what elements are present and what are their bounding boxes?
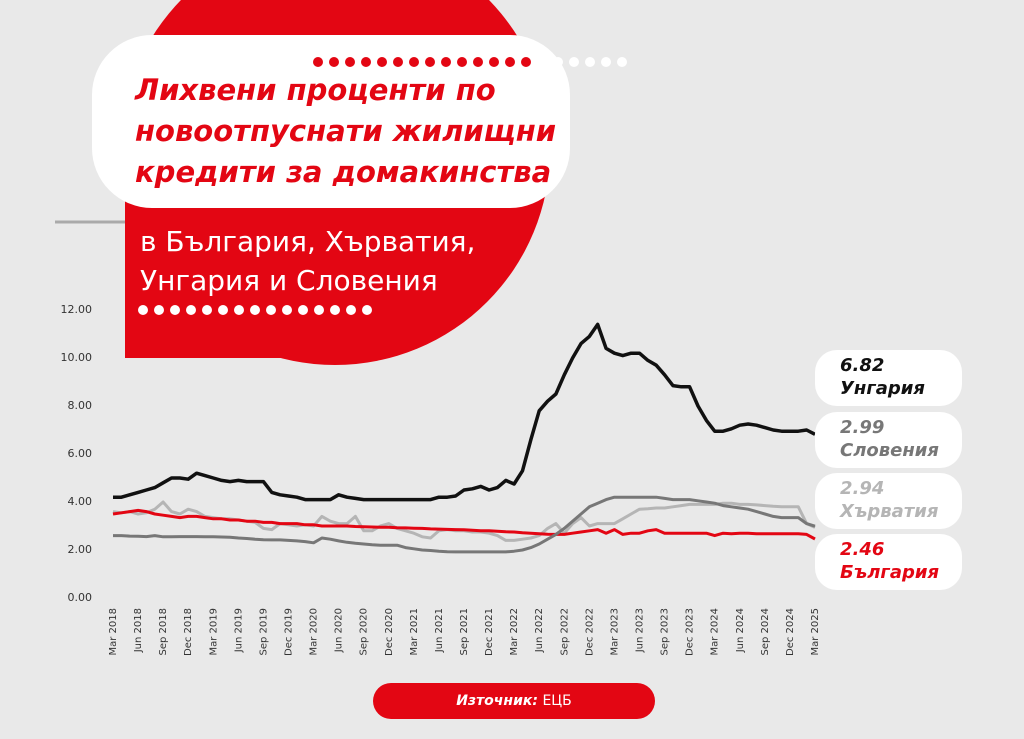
- source: Източник: ЕЦБ: [456, 693, 572, 709]
- dot: [569, 57, 579, 67]
- chart-title: кредити за домакинства: [135, 155, 551, 189]
- dot: [553, 57, 563, 67]
- legend-card: [815, 350, 962, 406]
- subtitle: Унгария и Словения: [140, 264, 438, 297]
- legend-name: България: [840, 562, 939, 583]
- chart-title: новоотпуснати жилищни: [135, 114, 556, 148]
- y-tick-label: 10.00: [61, 351, 93, 364]
- x-tick-label: Dec 2024: [785, 608, 796, 656]
- dot: [521, 57, 531, 67]
- x-tick-label: Sep 2019: [258, 608, 269, 655]
- x-tick-label: Dec 2018: [183, 608, 194, 656]
- dot: [409, 57, 419, 67]
- dot: [473, 57, 483, 67]
- x-tick-label: Mar 2023: [609, 608, 620, 656]
- legend-card: [815, 412, 962, 468]
- x-tick-label: Mar 2022: [509, 608, 520, 656]
- x-tick-label: Jun 2024: [735, 608, 746, 653]
- dot: [425, 57, 435, 67]
- x-tick-label: Jun 2023: [635, 608, 646, 653]
- x-tick-label: Mar 2020: [309, 608, 320, 656]
- x-tick-label: Sep 2020: [359, 608, 370, 655]
- x-tick-label: Sep 2024: [760, 608, 771, 655]
- dot: [346, 305, 356, 315]
- chart-title: Лихвени проценти по: [134, 73, 496, 107]
- x-tick-label: Sep 2021: [459, 608, 470, 655]
- dot: [393, 57, 403, 67]
- x-tick-label: Dec 2020: [384, 608, 395, 656]
- x-tick-label: Jun 2018: [133, 608, 144, 653]
- x-tick-label: Dec 2021: [484, 608, 495, 656]
- y-tick-label: 0.00: [68, 591, 93, 604]
- x-tick-label: Jun 2022: [534, 608, 545, 653]
- x-tick-label: Dec 2022: [584, 608, 595, 656]
- dot: [138, 305, 148, 315]
- legend-value: 2.99: [840, 417, 884, 438]
- dot: [154, 305, 164, 315]
- legend-value: 6.82: [840, 355, 884, 376]
- y-tick-label: 2.00: [68, 543, 93, 556]
- x-tick-label: Jun 2019: [233, 608, 244, 653]
- series-line: [113, 495, 816, 554]
- x-tick-label: Dec 2019: [284, 608, 295, 656]
- x-tick-label: Mar 2024: [710, 608, 721, 656]
- dot: [234, 305, 244, 315]
- y-tick-label: 8.00: [68, 399, 93, 412]
- dot: [441, 57, 451, 67]
- dot: [617, 57, 627, 67]
- dot: [489, 57, 499, 67]
- series-line: [113, 322, 816, 502]
- y-tick-label: 6.00: [68, 447, 93, 460]
- y-tick-label: 12.00: [61, 303, 93, 316]
- x-tick-label: Mar 2019: [208, 608, 219, 656]
- dot: [186, 305, 196, 315]
- x-tick-label: Sep 2022: [559, 608, 570, 655]
- x-tick-label: Sep 2018: [158, 608, 169, 655]
- dot: [457, 57, 467, 67]
- dot: [250, 305, 260, 315]
- y-tick-label: 4.00: [68, 495, 93, 508]
- dot: [601, 57, 611, 67]
- dot: [298, 305, 308, 315]
- legend-name: Хърватия: [839, 501, 939, 522]
- source-pill: [373, 683, 655, 719]
- legend-name: Словения: [840, 440, 939, 461]
- dot: [345, 57, 355, 67]
- subtitle: в България, Хърватия,: [140, 225, 475, 258]
- dot: [361, 57, 371, 67]
- x-tick-label: Sep 2023: [660, 608, 671, 655]
- legend-name: Унгария: [840, 378, 925, 399]
- dot: [329, 57, 339, 67]
- dot: [282, 305, 292, 315]
- dot: [202, 305, 212, 315]
- legend-card: [815, 473, 962, 529]
- dot: [314, 305, 324, 315]
- legend-card: [815, 534, 962, 590]
- x-tick-label: Mar 2018: [108, 608, 119, 656]
- legend-value: 2.94: [840, 478, 884, 499]
- dot: [218, 305, 228, 315]
- dot: [362, 305, 372, 315]
- series-line: [112, 508, 816, 541]
- dot: [585, 57, 595, 67]
- x-tick-label: Dec 2023: [685, 608, 696, 656]
- dot: [170, 305, 180, 315]
- title-box: [92, 35, 570, 208]
- dots: [138, 57, 627, 315]
- source-label: Източник:: [456, 693, 538, 709]
- x-tick-label: Mar 2021: [409, 608, 420, 656]
- source-text: ЕЦБ: [542, 693, 571, 709]
- legend-value: 2.46: [840, 539, 884, 560]
- dot: [505, 57, 515, 67]
- dot: [266, 305, 276, 315]
- dot: [330, 305, 340, 315]
- x-tick-label: Mar 2025: [810, 608, 821, 656]
- x-tick-label: Jun 2021: [434, 608, 445, 653]
- dot: [313, 57, 323, 67]
- x-tick-label: Jun 2020: [334, 608, 345, 653]
- dot: [537, 57, 547, 67]
- dot: [377, 57, 387, 67]
